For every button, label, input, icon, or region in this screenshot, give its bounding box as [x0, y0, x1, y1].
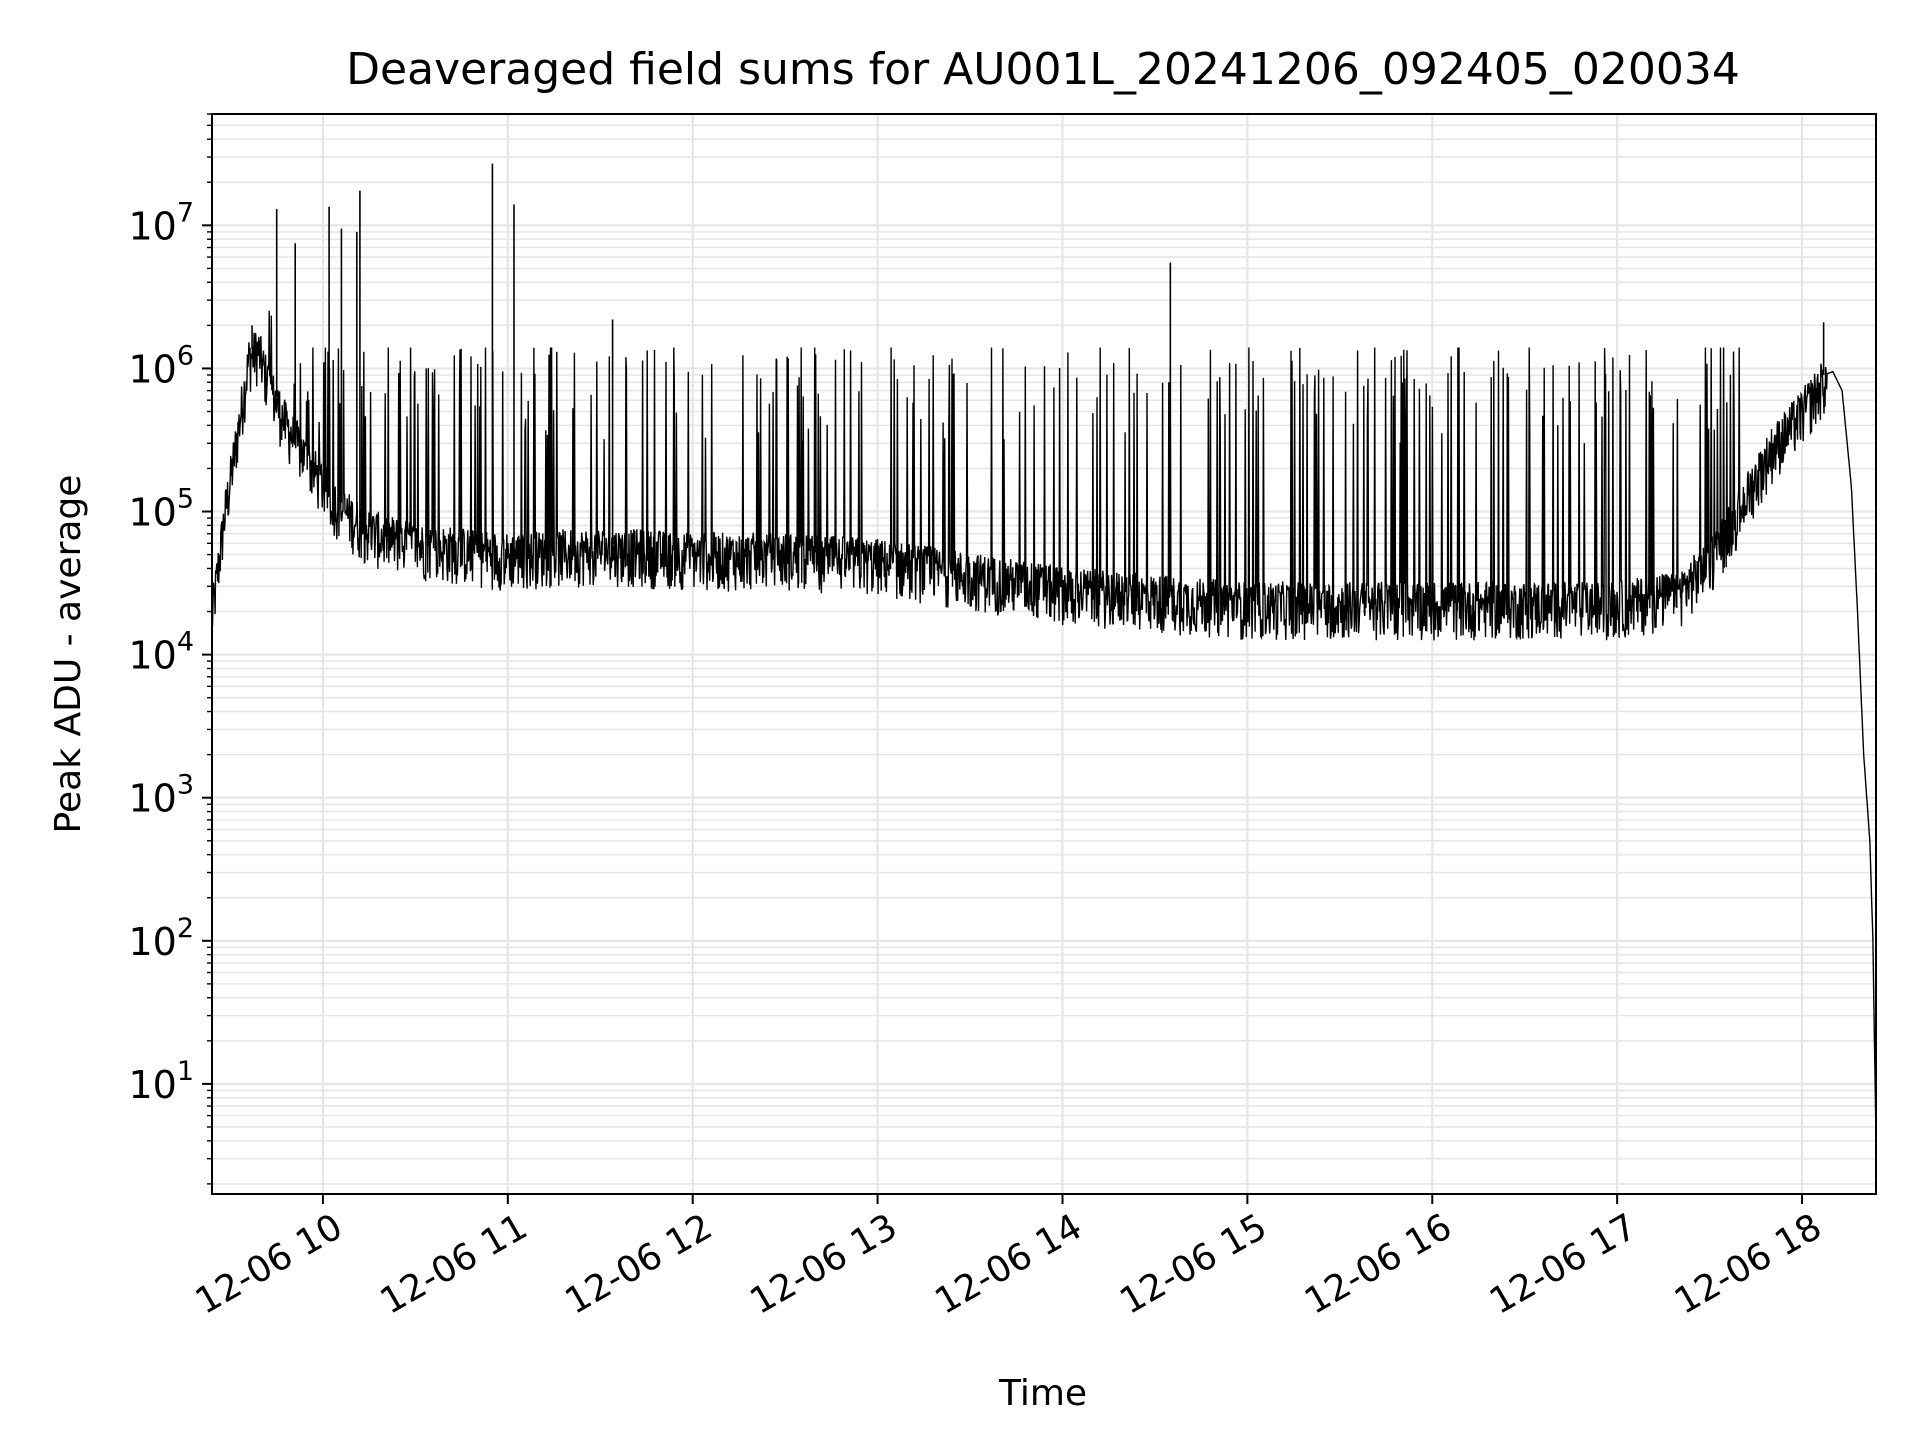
x-tick-label: 12-06 10 — [189, 1206, 350, 1322]
x-tick-label: 12-06 15 — [1113, 1206, 1274, 1322]
x-tick-label: 12-06 18 — [1668, 1206, 1829, 1322]
y-tick-label: 101 — [128, 1056, 194, 1107]
x-axis-label: Time — [998, 1373, 1087, 1414]
y-axis-label: Peak ADU - average — [48, 475, 89, 834]
x-tick-label: 12-06 13 — [743, 1206, 904, 1322]
y-tick-label: 104 — [128, 627, 194, 678]
data-series — [211, 163, 1877, 1141]
chart-title: Deaveraged field sums for AU001L_2024120… — [346, 44, 1740, 95]
y-tick-label: 105 — [128, 484, 194, 535]
y-tick-label: 102 — [128, 913, 194, 964]
series-line — [211, 310, 1877, 1141]
y-axis-ticks: 101 102 103 104 105 106 107 — [128, 113, 212, 1185]
y-tick-label: 107 — [128, 197, 194, 248]
grid-lines — [212, 113, 1876, 1194]
x-tick-label: 12-06 16 — [1298, 1206, 1459, 1322]
x-tick-label: 12-06 17 — [1483, 1206, 1644, 1322]
x-tick-label: 12-06 12 — [559, 1206, 720, 1322]
y-tick-label: 103 — [128, 770, 194, 821]
y-tick-label: 106 — [128, 340, 194, 391]
x-tick-label: 12-06 14 — [928, 1206, 1089, 1322]
x-tick-label: 12-06 11 — [374, 1206, 535, 1322]
x-axis-ticks: 12-06 10 12-06 11 12-06 12 12-06 13 12-06 14… — [189, 1194, 1829, 1323]
